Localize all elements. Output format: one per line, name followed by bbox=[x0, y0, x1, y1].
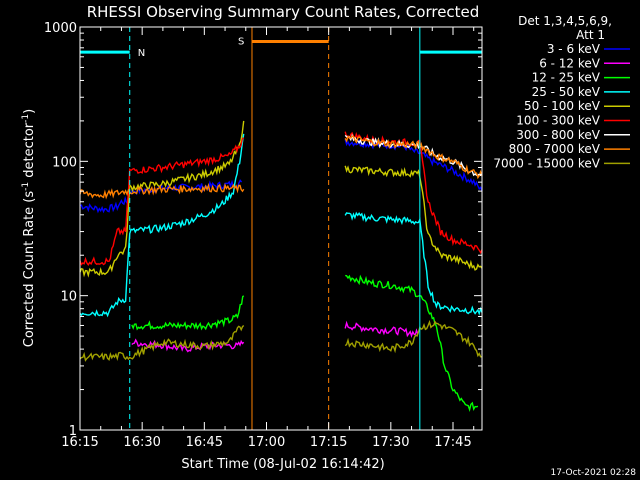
series-line-4-1 bbox=[344, 165, 483, 271]
x-tick-label-3: 17:00 bbox=[248, 435, 285, 450]
x-axis-label: Start Time (08-Jul-02 16:14:42) bbox=[181, 457, 384, 472]
legend-header-2: Att 1 bbox=[576, 28, 605, 42]
series-2 bbox=[131, 274, 479, 413]
render-timestamp: 17-Oct-2021 02:28 bbox=[551, 468, 637, 478]
legend-label-6: 300 - 800 keV bbox=[516, 128, 600, 142]
legend-label-3: 25 - 50 keV bbox=[532, 85, 601, 99]
series-line-1-1 bbox=[344, 320, 419, 339]
series-line-8-0 bbox=[79, 325, 245, 362]
data-layer bbox=[79, 120, 483, 413]
chart-title: RHESSI Observing Summary Count Rates, Co… bbox=[87, 3, 480, 21]
series-4 bbox=[79, 120, 483, 278]
plot-frame bbox=[79, 26, 483, 431]
series-8 bbox=[79, 319, 483, 362]
y-tick-label-2: 100 bbox=[52, 155, 77, 170]
series-7 bbox=[79, 135, 483, 200]
x-tick-label-0: 16:15 bbox=[61, 435, 98, 450]
series-line-6-0 bbox=[344, 133, 483, 177]
axis-layer: 16:15 16:30 16:45 17:00 17:15 17:30 17:45 1 10 10… bbox=[44, 21, 482, 450]
y-tick-label-1: 10 bbox=[60, 290, 77, 305]
x-tick-label-5: 17:30 bbox=[372, 435, 409, 450]
y-tick-label-0: 1 bbox=[69, 424, 77, 439]
night-label: N bbox=[138, 48, 145, 59]
legend-label-7: 800 - 7000 keV bbox=[509, 142, 601, 156]
legend-label-2: 12 - 25 keV bbox=[532, 71, 601, 85]
legend-label-8: 7000 - 15000 keV bbox=[493, 156, 600, 170]
series-line-7-1 bbox=[344, 135, 483, 180]
x-tick-label-2: 16:45 bbox=[186, 435, 223, 450]
legend-header-1: Det 1,3,4,5,6,9, bbox=[518, 14, 612, 28]
series-3 bbox=[79, 133, 483, 318]
legend-label-5: 100 - 300 keV bbox=[516, 114, 600, 128]
y-label-part2: detector bbox=[22, 122, 37, 182]
series-5 bbox=[79, 131, 483, 267]
series-line-3-1 bbox=[344, 211, 483, 316]
series-line-0-1 bbox=[344, 138, 483, 192]
y-tick-label-3: 1000 bbox=[44, 21, 77, 36]
saa-label: S bbox=[238, 36, 244, 47]
legend-label-4: 50 - 100 keV bbox=[524, 99, 601, 113]
y-label-part1: Corrected Count Rate (s bbox=[22, 191, 37, 348]
series-line-2-1 bbox=[345, 274, 479, 413]
x-tick-label-4: 17:15 bbox=[310, 435, 347, 450]
series-6 bbox=[344, 133, 483, 177]
series-line-3-0 bbox=[79, 133, 245, 318]
y-label-sup2: -1 bbox=[21, 114, 31, 123]
y-axis-label: Corrected Count Rate (s-1 detector-1) bbox=[21, 109, 37, 347]
x-tick-label-1: 16:30 bbox=[123, 435, 160, 450]
series-line-2-0 bbox=[131, 295, 245, 331]
legend-label-0: 3 - 6 keV bbox=[547, 42, 601, 56]
legend-label-1: 6 - 12 keV bbox=[539, 56, 601, 70]
series-line-4-0 bbox=[79, 120, 245, 278]
y-label-sup1: -1 bbox=[21, 182, 31, 191]
x-tick-label-6: 17:45 bbox=[434, 435, 471, 450]
series-line-8-1 bbox=[344, 319, 483, 358]
series-line-7-0 bbox=[79, 182, 245, 200]
series-line-5-0 bbox=[79, 137, 245, 267]
y-label-part3: ) bbox=[22, 109, 37, 114]
